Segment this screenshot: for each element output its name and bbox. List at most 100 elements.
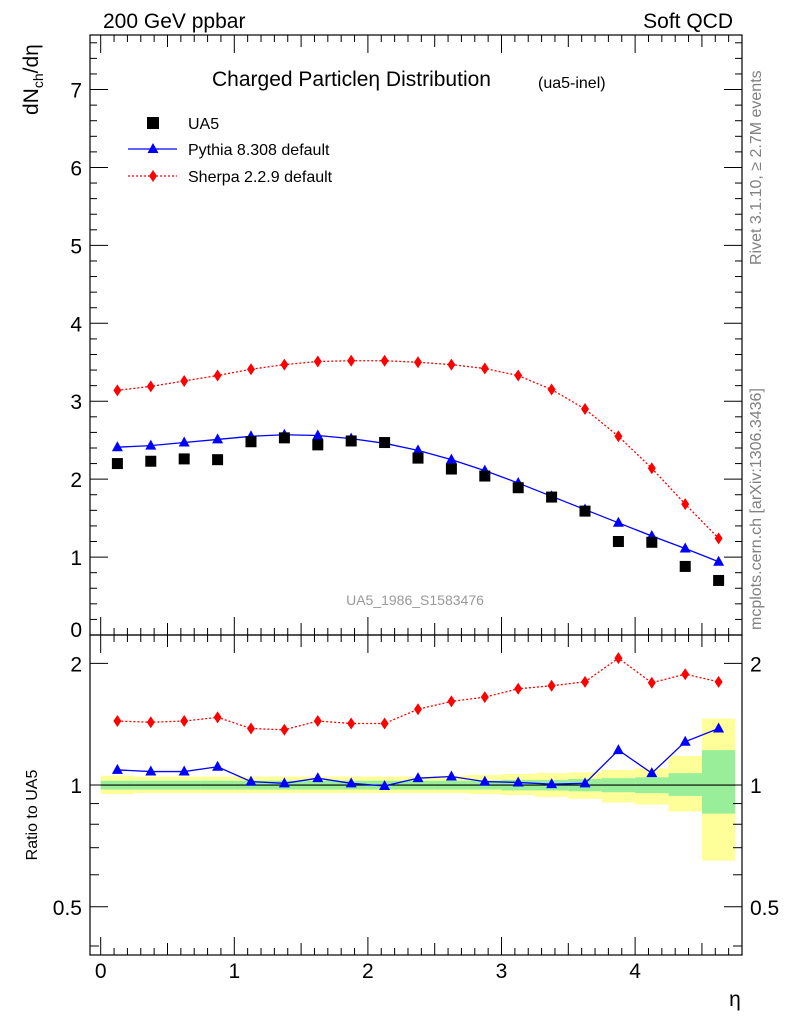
main-point-ua5 — [512, 482, 524, 494]
ratio-point-pythia — [646, 767, 658, 778]
ratio-point-sherpa — [581, 675, 590, 688]
main-point-sherpa — [514, 369, 523, 382]
ratio-point-pythia — [145, 765, 157, 776]
legend-label-sherpa: Sherpa 2.2.9 default — [188, 169, 333, 186]
main-point-pythia — [178, 436, 190, 447]
ratio-uncertainty-bands — [100, 718, 736, 861]
main-point-sherpa — [146, 380, 155, 393]
main-point-pythia — [412, 444, 424, 455]
main-point-ua5 — [379, 437, 391, 449]
ratio-point-sherpa — [180, 715, 189, 728]
main-point-pythia — [145, 439, 157, 450]
ratio-point-pythia — [445, 770, 457, 781]
ratio-point-pythia — [713, 722, 725, 733]
main-point-sherpa — [347, 354, 356, 367]
ratio-y-tick-label: 2 — [70, 653, 82, 676]
main-y-tick-label: 7 — [70, 80, 82, 103]
main-point-pythia — [713, 555, 725, 566]
main-point-sherpa — [447, 358, 456, 371]
legend-marker-sherpa — [149, 170, 157, 182]
rivet-version-label: Rivet 3.1.10, ≥ 2.7M events — [748, 70, 765, 265]
main-point-pythia — [312, 429, 324, 440]
main-point-sherpa — [380, 354, 389, 367]
main-point-sherpa — [681, 498, 690, 511]
main-point-sherpa — [414, 356, 423, 369]
legend-label-ua5: UA5 — [188, 116, 219, 133]
ratio-point-sherpa — [246, 722, 255, 735]
main-point-pythia — [212, 433, 224, 444]
main-point-sherpa — [647, 462, 656, 475]
ratio-y-tick-label: 0.5 — [53, 897, 82, 920]
ratio-point-pythia — [479, 775, 491, 786]
main-point-sherpa — [213, 369, 222, 382]
main-y-tick-label: 1 — [70, 547, 82, 570]
ratio-point-pythia — [579, 777, 591, 788]
main-point-ua5 — [579, 505, 591, 517]
main-title-text: Charged Particleη Distribution — [212, 68, 491, 91]
main-point-ua5 — [278, 432, 290, 444]
main-point-ua5 — [111, 458, 123, 470]
ratio-y-tick-label-right: 1 — [750, 775, 762, 798]
main-point-ua5 — [445, 463, 457, 475]
ratio-point-sherpa — [347, 717, 356, 730]
mcplots-reference-label: mcplots.cern.ch [arXiv:1306.3436] — [748, 388, 765, 630]
ratio-point-sherpa — [146, 716, 155, 729]
main-point-sherpa — [480, 362, 489, 375]
main-point-ua5 — [479, 470, 491, 482]
watermark-label: UA5_1986_S1583476 — [346, 592, 484, 608]
header-right-label: Soft QCD — [643, 10, 733, 33]
ratio-band-green — [701, 750, 736, 814]
main-y-tick-label: 5 — [70, 235, 82, 258]
main-title: Charged Particleη Distribution (ua5-inel… — [212, 68, 606, 92]
main-y-tick-label: 2 — [70, 469, 82, 492]
ratio-line-sherpa — [117, 657, 719, 731]
main-y-axis-title: dNch/dη — [20, 44, 46, 115]
ratio-point-pythia — [312, 772, 324, 783]
ratio-point-sherpa — [714, 675, 723, 688]
main-point-ua5 — [412, 452, 424, 464]
main-point-sherpa — [547, 383, 556, 396]
ratio-point-sherpa — [480, 691, 489, 704]
ratio-point-pythia — [245, 775, 257, 786]
ratio-point-sherpa — [547, 679, 556, 692]
ratio-y-tick-label: 1 — [70, 775, 82, 798]
ratio-point-sherpa — [280, 723, 289, 736]
ratio-point-sherpa — [113, 715, 122, 728]
main-point-sherpa — [581, 403, 590, 416]
ratio-panel-series — [111, 652, 725, 790]
ratio-point-sherpa — [647, 676, 656, 689]
ratio-point-pythia — [178, 765, 190, 776]
legend-marker-ua5 — [147, 117, 159, 129]
main-title-note: (ua5-inel) — [538, 75, 606, 92]
main-point-ua5 — [145, 455, 157, 467]
main-point-sherpa — [280, 358, 289, 371]
main-point-pythia — [111, 441, 123, 452]
ratio-y-tick-label-right: 0.5 — [750, 897, 779, 920]
main-point-sherpa — [614, 430, 623, 443]
legend-marker-pythia — [147, 143, 159, 153]
x-tick-label: 2 — [362, 960, 374, 983]
x-tick-label: 4 — [629, 960, 641, 983]
main-point-sherpa — [180, 374, 189, 387]
x-tick-label: 1 — [228, 960, 240, 983]
main-y-tick-label: 0 — [70, 619, 82, 642]
x-tick-label: 3 — [496, 960, 508, 983]
x-tick-label: 0 — [95, 960, 107, 983]
ratio-point-pythia — [379, 779, 391, 790]
main-point-ua5 — [178, 453, 190, 465]
legend-label-pythia: Pythia 8.308 default — [188, 142, 330, 159]
ratio-point-pythia — [111, 763, 123, 774]
main-point-ua5 — [345, 435, 357, 447]
ratio-point-sherpa — [414, 703, 423, 716]
main-point-ua5 — [245, 436, 257, 448]
ratio-point-sherpa — [380, 717, 389, 730]
ratio-point-pythia — [345, 777, 357, 788]
main-panel-series — [111, 354, 725, 586]
ratio-point-sherpa — [213, 711, 222, 724]
ratio-point-sherpa — [514, 682, 523, 695]
ratio-y-axis-title: Ratio to UA5 — [24, 770, 41, 861]
main-y-tick-label: 4 — [70, 313, 82, 336]
main-point-sherpa — [714, 532, 723, 545]
ratio-point-sherpa — [614, 652, 623, 665]
